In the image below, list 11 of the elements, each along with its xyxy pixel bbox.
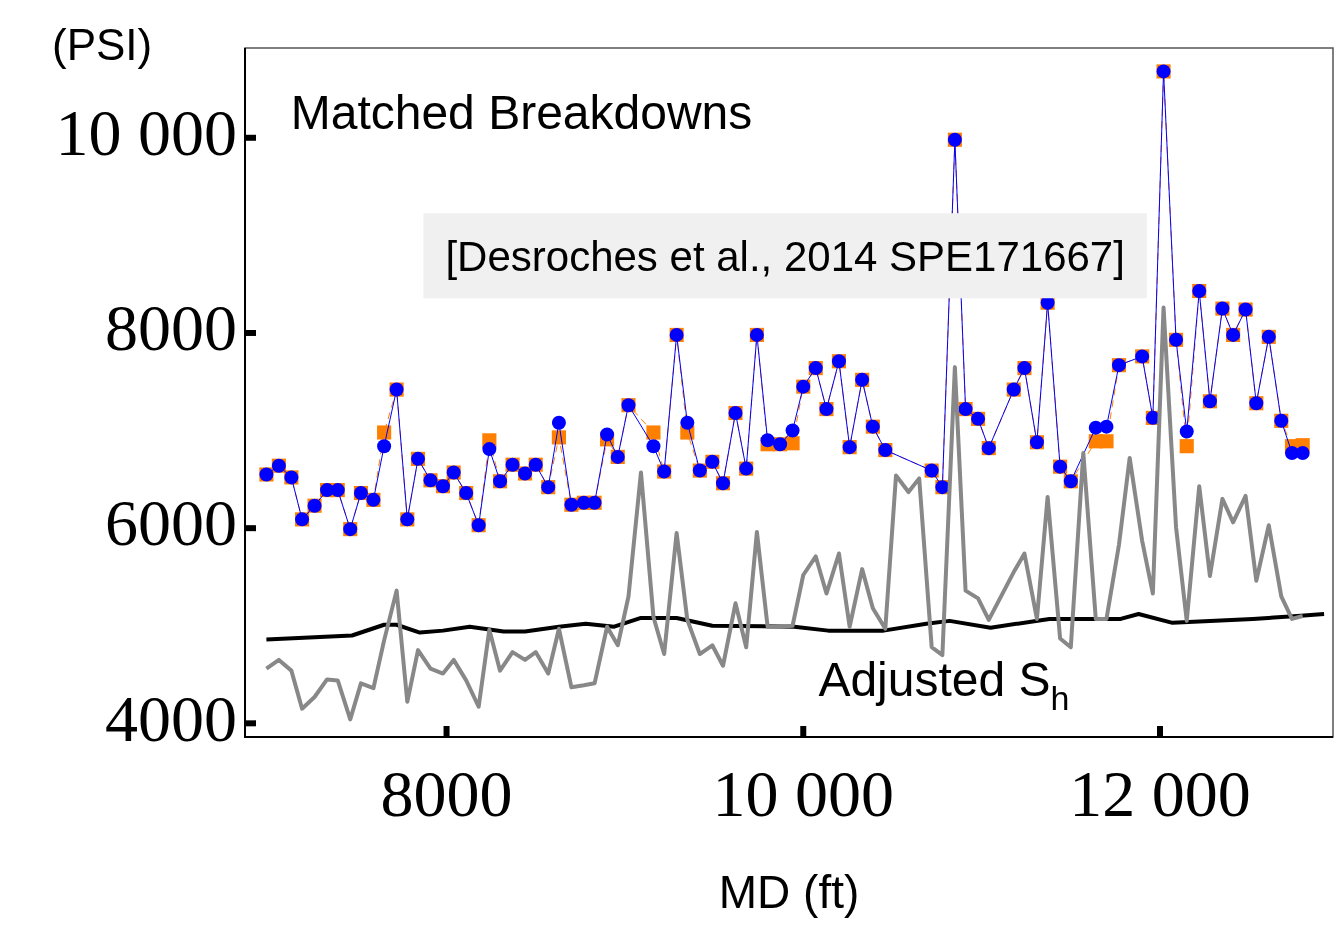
x-axis-title: MD (ft) [718, 866, 860, 919]
y-tick-label: 8000 [105, 291, 237, 365]
y-tick-label: 6000 [105, 486, 237, 560]
x-tick-label: 10 000 [712, 756, 895, 830]
x-tick-label: 8000 [380, 756, 513, 830]
x-tick-label: 12 000 [1069, 756, 1251, 830]
y-axis-title: (PSI) [52, 20, 153, 69]
y-tick-label: 10 000 [55, 96, 237, 170]
annotation: [Desroches et al., 2014 SPE171667] [445, 233, 1125, 281]
annotation: Matched Breakdowns [290, 86, 753, 140]
y-tick-label: 4000 [105, 681, 237, 755]
